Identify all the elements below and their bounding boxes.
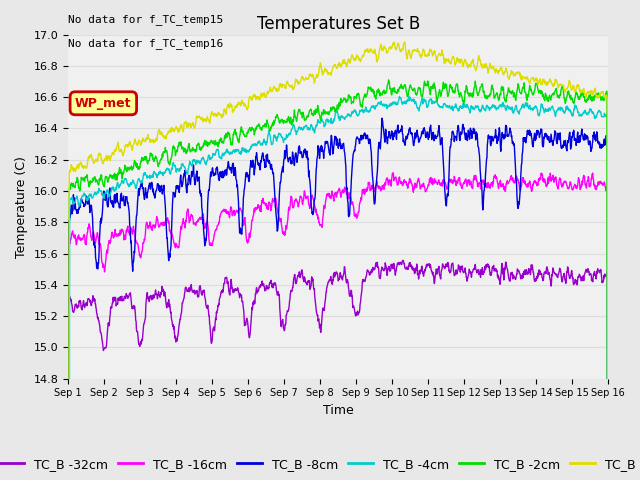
- X-axis label: Time: Time: [323, 404, 353, 417]
- Legend: TC_B -32cm, TC_B -16cm, TC_B -8cm, TC_B -4cm, TC_B -2cm, TC_B +4cm: TC_B -32cm, TC_B -16cm, TC_B -8cm, TC_B …: [0, 453, 640, 476]
- Text: No data for f_TC_temp16: No data for f_TC_temp16: [68, 38, 223, 49]
- Y-axis label: Temperature (C): Temperature (C): [15, 156, 28, 258]
- Text: WP_met: WP_met: [75, 97, 132, 110]
- Title: Temperatures Set B: Temperatures Set B: [257, 15, 420, 33]
- Text: No data for f_TC_temp15: No data for f_TC_temp15: [68, 14, 223, 25]
